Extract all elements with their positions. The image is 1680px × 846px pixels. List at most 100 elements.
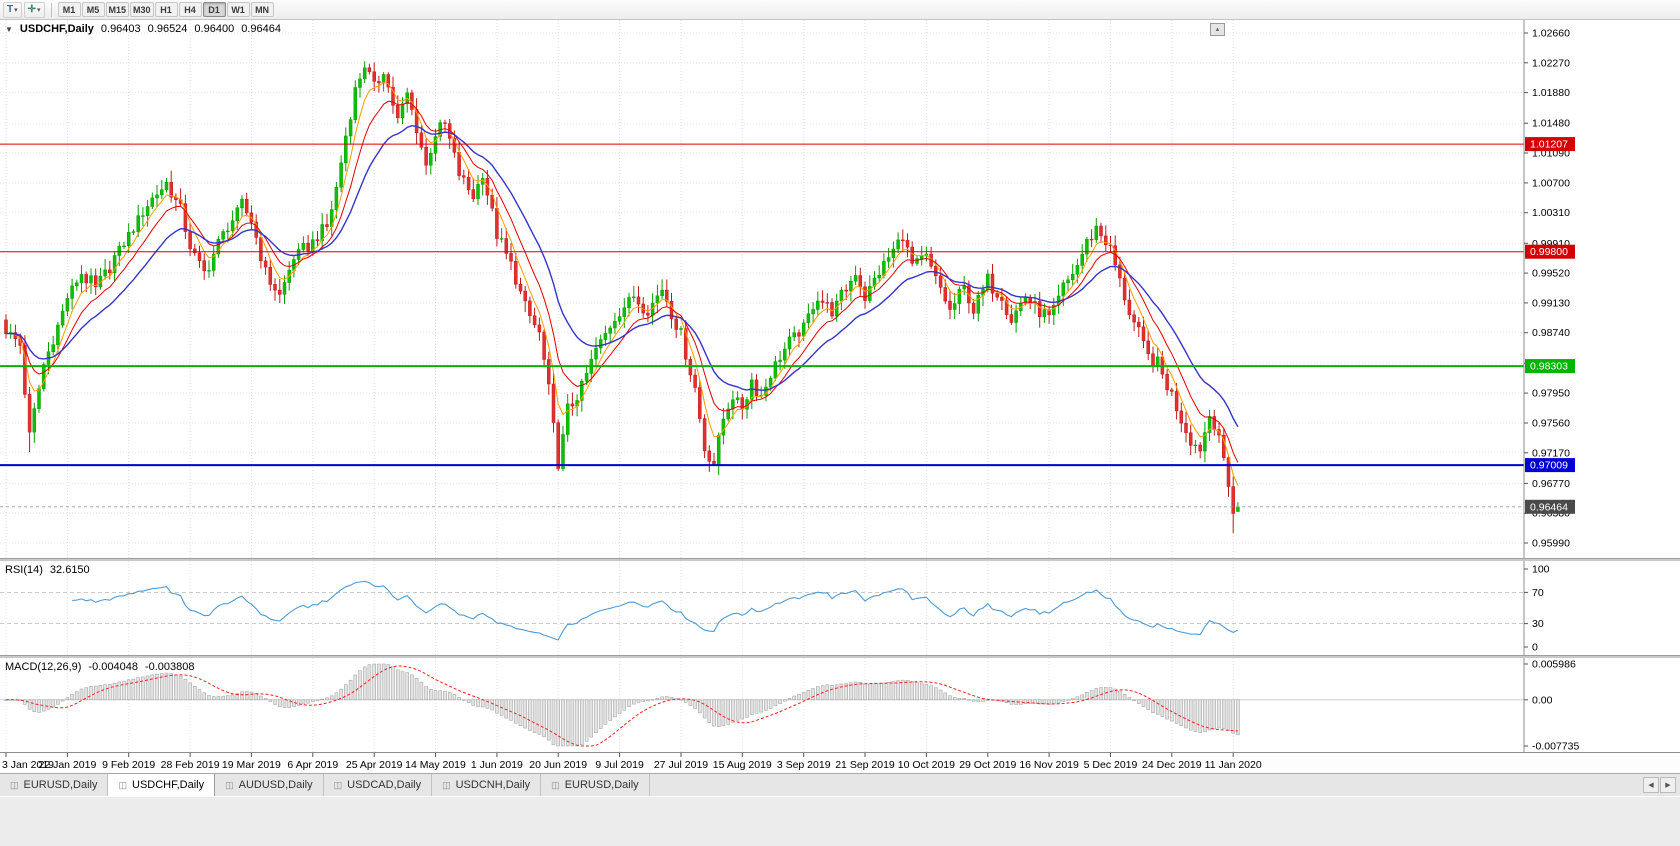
chart-tab-icon: ◫ <box>118 779 127 790</box>
timeframe-button-group: M1 M5 M15 M30 H1 H4 D1 W1 MN <box>57 2 274 17</box>
svg-text:1.01880: 1.01880 <box>1532 87 1570 99</box>
svg-text:11 Jan 2020: 11 Jan 2020 <box>1205 759 1262 771</box>
chart-tabs: ◫ EURUSD,Daily ◫ USDCHF,Daily ◫ AUDUSD,Daily ◫… <box>0 774 650 796</box>
svg-text:0.99800: 0.99800 <box>1530 246 1568 258</box>
chart-tab-eurusd[interactable]: ◫ EURUSD,Daily <box>0 774 109 796</box>
chart-tab-label: USDCNH,Daily <box>455 779 531 791</box>
svg-text:25 Apr 2019: 25 Apr 2019 <box>346 759 403 771</box>
svg-text:27 Jul 2019: 27 Jul 2019 <box>654 759 708 771</box>
svg-text:0.96770: 0.96770 <box>1532 478 1570 490</box>
panel-splitter-rsi[interactable] <box>0 558 1680 561</box>
svg-text:0: 0 <box>1532 642 1538 654</box>
chart-tab-label: EURUSD,Daily <box>564 779 639 791</box>
timeframe-button-m5[interactable]: M5 <box>81 2 105 17</box>
chart-tab-icon: ◫ <box>225 779 234 790</box>
svg-text:21 Sep 2019: 21 Sep 2019 <box>835 759 895 771</box>
crosshair-icon: ✛ <box>27 4 37 15</box>
templates-tool-button[interactable]: T ▾ <box>3 1 22 18</box>
macd-canvas[interactable]: 0.005986 0.00 -0.007735 <box>0 658 1680 752</box>
svg-text:1.00700: 1.00700 <box>1532 177 1570 189</box>
arrow-left-icon: ◀ <box>1648 782 1654 789</box>
chart-tab-icon: ◫ <box>551 779 560 790</box>
svg-text:1.01207: 1.01207 <box>1530 139 1568 151</box>
tab-scroll-right-button[interactable]: ▶ <box>1660 777 1676 793</box>
svg-text:1.02270: 1.02270 <box>1532 57 1570 69</box>
svg-text:1.00310: 1.00310 <box>1532 207 1570 219</box>
svg-text:5 Dec 2019: 5 Dec 2019 <box>1084 759 1138 771</box>
rsi-canvas[interactable]: 100 70 30 0 <box>0 561 1680 655</box>
chart-tab-label: USDCHF,Daily <box>132 779 205 791</box>
svg-text:0.96464: 0.96464 <box>1530 501 1568 513</box>
timeframe-button-d1[interactable]: D1 <box>202 2 226 17</box>
crosshair-tool-button[interactable]: ✛ ▾ <box>23 1 45 18</box>
chevron-down-icon: ▾ <box>14 6 18 14</box>
svg-text:0.99520: 0.99520 <box>1532 268 1570 280</box>
timeframe-button-mn[interactable]: MN <box>250 2 274 17</box>
chart-tab-label: AUDUSD,Daily <box>238 779 313 791</box>
chart-tab-usdchf[interactable]: ◫ USDCHF,Daily <box>108 774 216 796</box>
svg-text:16 Nov 2019: 16 Nov 2019 <box>1019 759 1079 771</box>
chart-tab-icon: ◫ <box>10 779 19 790</box>
rsi-panel[interactable]: 100 70 30 0 RSI(14) 32.6150 <box>0 561 1680 655</box>
chart-tab-audusd[interactable]: ◫ AUDUSD,Daily <box>215 774 324 796</box>
chart-shift-marker[interactable]: ▲ <box>1210 23 1225 36</box>
chart-tab-usdcnh[interactable]: ◫ USDCNH,Daily <box>432 774 542 796</box>
timeframe-button-m15[interactable]: M15 <box>105 2 130 17</box>
timeframe-button-h4[interactable]: H4 <box>178 2 202 17</box>
svg-text:0.95990: 0.95990 <box>1532 538 1570 550</box>
macd-panel[interactable]: 0.005986 0.00 -0.007735 MACD(12,26,9) -0.0… <box>0 658 1680 752</box>
svg-text:20 Jun 2019: 20 Jun 2019 <box>529 759 587 771</box>
svg-text:1.02660: 1.02660 <box>1532 28 1570 40</box>
svg-text:28 Feb 2019: 28 Feb 2019 <box>161 759 220 771</box>
chart-tab-icon: ◫ <box>442 779 451 790</box>
chart-tab-usdcad[interactable]: ◫ USDCAD,Daily <box>323 774 433 796</box>
chevron-down-icon: ▾ <box>37 6 41 14</box>
panel-splitter-macd[interactable] <box>0 655 1680 658</box>
svg-text:0.99130: 0.99130 <box>1532 297 1570 309</box>
svg-text:3 Sep 2019: 3 Sep 2019 <box>777 759 831 771</box>
timeframe-button-m30[interactable]: M30 <box>130 2 154 17</box>
svg-text:14 May 2019: 14 May 2019 <box>405 759 466 771</box>
svg-text:29 Oct 2019: 29 Oct 2019 <box>959 759 1016 771</box>
arrow-right-icon: ▶ <box>1665 782 1671 789</box>
price-panel[interactable]: 1.02660 1.02270 1.01880 1.01480 1.01090 1.007… <box>0 20 1680 558</box>
svg-text:100: 100 <box>1532 564 1550 576</box>
timeframe-button-w1[interactable]: W1 <box>226 2 250 17</box>
tab-scroll-buttons: ◀ ▶ <box>1639 774 1680 796</box>
timeframe-toolbar: T ▾ ✛ ▾ M1 M5 M15 M30 H1 H4 D1 W1 MN <box>0 0 1680 20</box>
svg-text:24 Dec 2019: 24 Dec 2019 <box>1142 759 1202 771</box>
svg-text:15 Aug 2019: 15 Aug 2019 <box>713 759 772 771</box>
svg-text:10 Oct 2019: 10 Oct 2019 <box>898 759 955 771</box>
toolbar-separator <box>50 2 52 17</box>
chart-tab-eurusd[interactable]: ◫ EURUSD,Daily <box>541 774 650 796</box>
timeframe-button-h1[interactable]: H1 <box>154 2 178 17</box>
chart-tab-icon: ◫ <box>333 779 343 790</box>
svg-text:9 Feb 2019: 9 Feb 2019 <box>102 759 155 771</box>
scroll-up-icon: ▲ <box>1214 26 1221 33</box>
svg-text:19 Mar 2019: 19 Mar 2019 <box>222 759 281 771</box>
svg-text:1.01480: 1.01480 <box>1532 118 1570 130</box>
time-axis[interactable]: 3 Jan 2019 22 Jan 2019 9 Feb 2019 28 Feb 20… <box>0 752 1680 773</box>
svg-text:0.98303: 0.98303 <box>1530 361 1568 373</box>
tab-scroll-left-button[interactable]: ◀ <box>1643 777 1659 793</box>
chart-tab-bar: ◫ EURUSD,Daily ◫ USDCHF,Daily ◫ AUDUSD,Daily ◫… <box>0 773 1680 796</box>
svg-text:0.005986: 0.005986 <box>1532 659 1576 671</box>
svg-text:0.97170: 0.97170 <box>1532 447 1570 459</box>
svg-text:-0.007735: -0.007735 <box>1532 741 1579 753</box>
svg-text:0.97560: 0.97560 <box>1532 418 1570 430</box>
timeframe-button-m1[interactable]: M1 <box>57 2 81 17</box>
chart-tab-label: USDCAD,Daily <box>347 779 422 791</box>
svg-text:3 Jan 2019: 3 Jan 2019 <box>2 759 54 771</box>
svg-text:0.97950: 0.97950 <box>1532 388 1570 400</box>
svg-text:22 Jan 2019: 22 Jan 2019 <box>38 759 96 771</box>
status-area <box>0 796 1680 846</box>
templates-icon: T <box>7 4 14 15</box>
svg-text:0.98740: 0.98740 <box>1532 327 1570 339</box>
svg-text:0.00: 0.00 <box>1532 694 1553 706</box>
svg-text:9 Jul 2019: 9 Jul 2019 <box>595 759 644 771</box>
chart-tab-label: EURUSD,Daily <box>23 779 98 791</box>
chart-area: 1.02660 1.02270 1.01880 1.01480 1.01090 1.007… <box>0 20 1680 773</box>
price-chart-canvas[interactable]: 1.026601.022701.018801.014801.010901.007… <box>0 20 1680 558</box>
